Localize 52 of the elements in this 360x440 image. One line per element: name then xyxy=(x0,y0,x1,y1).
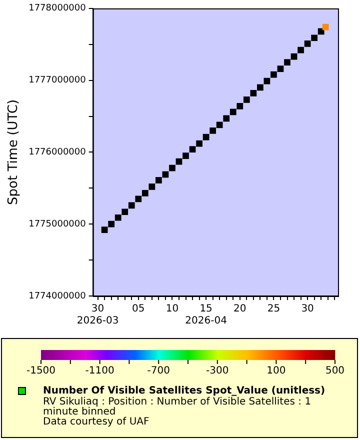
point xyxy=(236,103,244,110)
point xyxy=(250,90,257,96)
point xyxy=(277,66,284,72)
x-tick-label: 10 xyxy=(166,304,179,315)
point xyxy=(122,208,128,216)
point xyxy=(257,84,264,91)
y-tick-label: 1778000000 xyxy=(28,4,86,14)
color-bar-label: 100 xyxy=(266,366,286,377)
point xyxy=(216,122,223,128)
y-tick-label: 1776000000 xyxy=(28,148,86,158)
point xyxy=(196,140,202,147)
point xyxy=(142,190,148,196)
point xyxy=(290,53,298,60)
point xyxy=(128,202,135,209)
point xyxy=(169,164,176,172)
y-tick-label: 1775000000 xyxy=(28,219,86,230)
text: Data courtesy of UAF xyxy=(43,416,150,428)
color-bar-label: -1100 xyxy=(85,366,114,377)
point xyxy=(108,220,115,228)
x-tick-label: 25 xyxy=(267,304,280,315)
text: RV Sikuliaq : Position : Number of Visible Satellites : 1 minute binned xyxy=(43,396,312,418)
point xyxy=(114,214,122,221)
x-tick-label: 30 2026-03 xyxy=(76,304,119,327)
point xyxy=(189,146,196,153)
point xyxy=(182,152,189,159)
point xyxy=(148,184,156,190)
color-bar-label: -300 xyxy=(206,366,229,377)
color-bar-label: -700 xyxy=(147,366,170,377)
x-tick-label: 15 2026-04 xyxy=(185,304,227,327)
color-bar-label: -1500 xyxy=(26,366,56,377)
point xyxy=(210,127,216,134)
point xyxy=(298,46,304,54)
y-axis-title: Spot Time (UTC) xyxy=(6,99,22,205)
y-tick-label: 1777000000 xyxy=(28,76,86,86)
point xyxy=(230,108,236,116)
point xyxy=(202,134,210,140)
point xyxy=(135,196,142,202)
x-tick-label: 05 xyxy=(132,304,145,315)
color-bar-label: 500 xyxy=(325,366,345,377)
y-tick-label: 1774000000 xyxy=(28,291,86,302)
point xyxy=(311,34,318,42)
point xyxy=(223,115,230,122)
point xyxy=(101,226,108,234)
x-tick-label: 30 xyxy=(301,304,314,315)
x-tick-label: 20 xyxy=(234,304,246,315)
point xyxy=(243,96,250,103)
point xyxy=(322,24,329,30)
point xyxy=(304,40,311,47)
point xyxy=(284,59,290,66)
point xyxy=(156,177,162,184)
legend-label: Number Of Visible Satellites Spot_Value (unitless) xyxy=(43,386,326,397)
point xyxy=(270,71,277,78)
